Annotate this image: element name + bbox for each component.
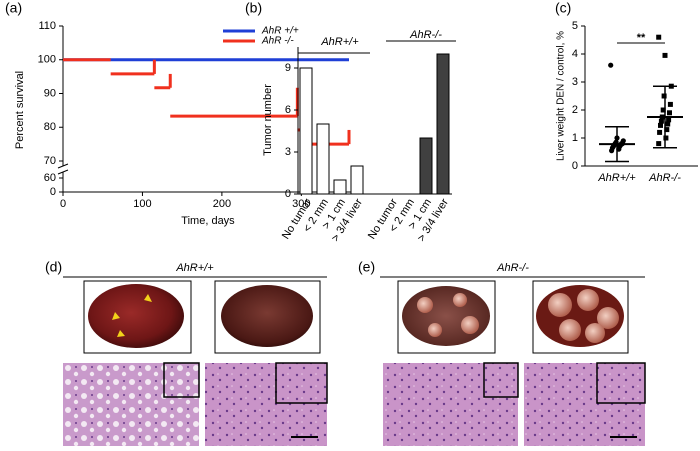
y-axis-label: Tumor number — [262, 84, 274, 156]
y-tick-label: 0 — [572, 160, 578, 172]
y-tick-label: 0 — [50, 186, 56, 198]
group-label: AhR+/+ — [320, 36, 359, 48]
group-title: AhR+/+ — [175, 262, 214, 274]
data-point — [660, 107, 666, 113]
significance-label: ** — [637, 32, 646, 44]
data-point — [608, 62, 614, 68]
data-point — [656, 141, 662, 147]
x-axis-label: Time, days — [181, 215, 235, 227]
x-tick-label: AhR+/+ — [597, 172, 636, 184]
data-point — [661, 93, 667, 99]
y-tick-label: 5 — [572, 20, 578, 32]
group-label: AhR-/- — [409, 29, 442, 41]
panel-d-images — [63, 280, 328, 446]
data-point — [658, 122, 663, 128]
y-axis-label: Percent survival — [14, 71, 26, 149]
y-tick-label: 80 — [44, 121, 56, 133]
data-point — [664, 127, 670, 133]
y-tick-label: 3 — [572, 76, 578, 88]
x-tick-label: 100 — [133, 198, 151, 210]
bar — [333, 179, 347, 195]
y-tick-label: 4 — [572, 48, 578, 60]
y-tick-label: 90 — [44, 87, 56, 99]
bar — [299, 67, 313, 195]
x-tick-label: 300 — [292, 198, 310, 210]
y-tick-label: 6 — [285, 104, 291, 116]
panel-e-images — [383, 280, 646, 446]
x-tick-label: 0 — [60, 198, 66, 210]
y-tick-label: 100 — [38, 54, 56, 66]
data-point — [662, 52, 668, 58]
panel-label: (d) — [45, 259, 62, 275]
bar — [419, 137, 433, 195]
bar — [316, 123, 330, 195]
y-tick-label: 2 — [572, 104, 578, 116]
axis-break — [57, 163, 69, 175]
data-point — [609, 148, 615, 154]
x-tick-label: AhR-/- — [648, 172, 681, 184]
y-tick-label: 1 — [572, 132, 578, 144]
bar — [350, 165, 364, 195]
panel-label: (b) — [245, 0, 262, 16]
legend-label: AhR +/+ — [261, 26, 299, 37]
x-tick-label: 200 — [213, 198, 231, 210]
y-tick-label: 110 — [38, 20, 56, 32]
data-point — [666, 117, 672, 123]
panel-label: (c) — [555, 0, 571, 16]
data-point — [665, 121, 671, 127]
y-tick-label: 60 — [44, 172, 56, 184]
legend-label: AhR -/- — [261, 36, 294, 47]
data-point — [658, 118, 664, 124]
y-tick-label: 9 — [285, 62, 291, 74]
group-title: AhR-/- — [496, 262, 529, 274]
y-tick-label: 70 — [44, 155, 56, 167]
data-point — [663, 135, 669, 141]
bar — [436, 53, 450, 195]
data-point — [657, 129, 663, 135]
data-point — [667, 101, 673, 107]
y-tick-label: 0 — [285, 188, 291, 200]
data-point — [656, 34, 662, 40]
panel-label: (a) — [5, 0, 22, 16]
panel-label: (e) — [358, 259, 375, 275]
y-axis-label: Liver weight DEN / control, % — [556, 31, 567, 161]
y-tick-label: 3 — [285, 146, 291, 158]
data-point — [667, 110, 672, 116]
